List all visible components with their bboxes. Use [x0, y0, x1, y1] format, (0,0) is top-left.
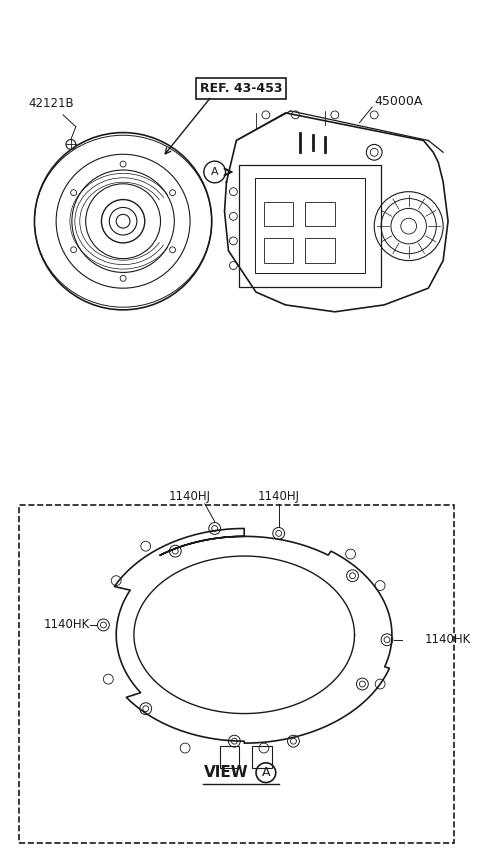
Bar: [264, 238, 293, 263]
Text: A: A: [211, 167, 218, 177]
Text: REF. 43-453: REF. 43-453: [200, 82, 283, 94]
Bar: [264, 202, 293, 227]
Text: 1140HJ: 1140HJ: [258, 491, 300, 504]
Text: 1140HK: 1140HK: [424, 633, 471, 646]
Bar: [219, 746, 240, 768]
Bar: [305, 202, 335, 227]
Bar: [252, 746, 272, 768]
Text: A: A: [262, 766, 270, 779]
Bar: [305, 238, 335, 263]
Text: 1140HK: 1140HK: [44, 619, 90, 631]
Bar: [19, 505, 454, 843]
Text: 42121B: 42121B: [28, 97, 74, 110]
Text: 1140HJ: 1140HJ: [169, 491, 211, 504]
Text: VIEW: VIEW: [204, 765, 249, 780]
Text: 45000A: 45000A: [374, 94, 422, 107]
